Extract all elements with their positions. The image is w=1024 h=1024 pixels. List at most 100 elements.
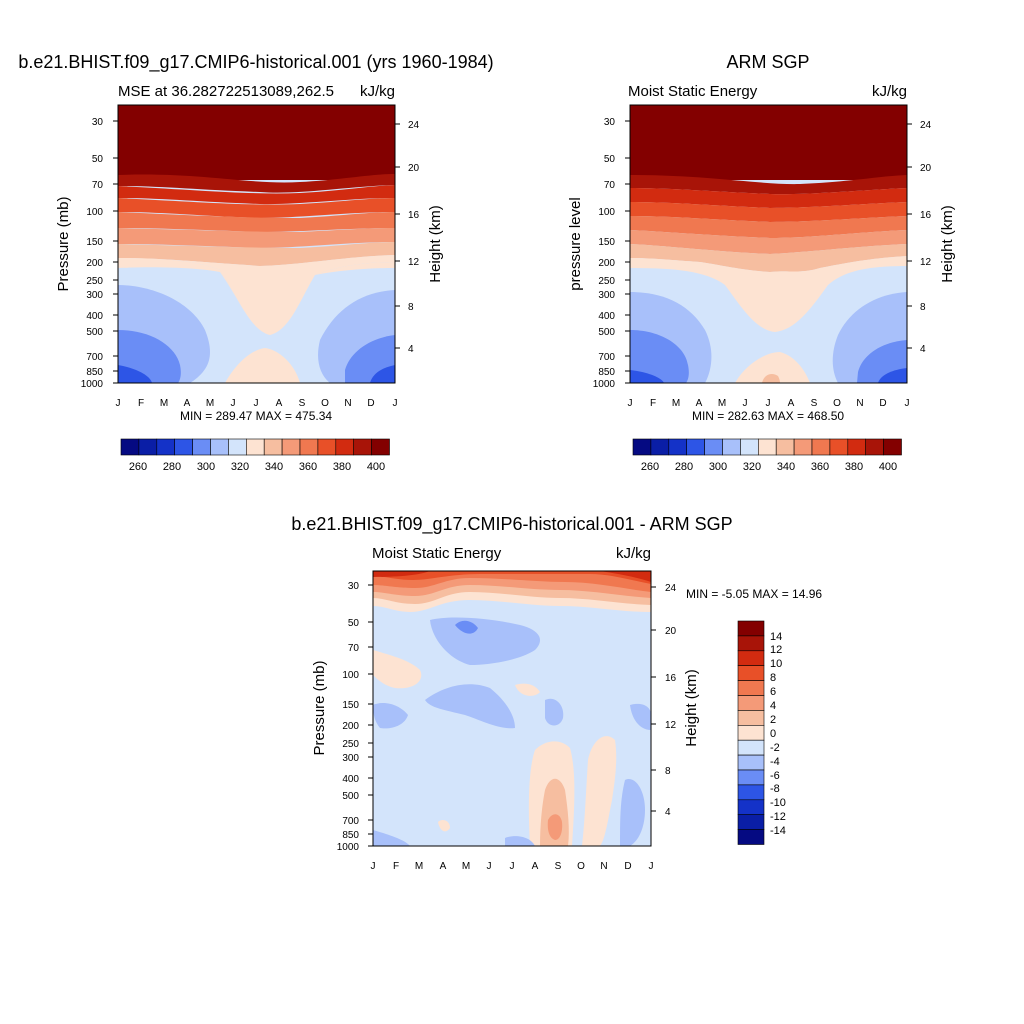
svg-text:100: 100 — [86, 207, 103, 218]
svg-text:340: 340 — [777, 461, 795, 473]
svg-text:4: 4 — [665, 807, 671, 818]
svg-text:D: D — [879, 398, 886, 409]
colorbar-swatch — [228, 438, 247, 456]
svg-text:8: 8 — [920, 302, 926, 313]
svg-text:S: S — [555, 861, 562, 872]
svg-text:O: O — [577, 861, 585, 872]
svg-text:O: O — [833, 398, 841, 409]
colorbar-swatch — [737, 650, 765, 666]
plot-frame — [372, 570, 652, 847]
panel-model: b.e21.BHIST.f09_g17.CMIP6-historical.001… — [18, 52, 493, 473]
colorbar-swatch — [120, 438, 140, 456]
svg-text:2: 2 — [770, 714, 776, 726]
svg-text:850: 850 — [598, 367, 615, 378]
right-string: kJ/kg — [360, 83, 395, 100]
colorbar-swatch — [686, 438, 705, 456]
svg-text:150: 150 — [598, 237, 615, 248]
svg-text:F: F — [650, 398, 656, 409]
svg-text:280: 280 — [675, 461, 693, 473]
svg-text:F: F — [138, 398, 144, 409]
svg-text:700: 700 — [598, 352, 615, 363]
svg-text:300: 300 — [86, 290, 103, 301]
svg-text:J: J — [905, 398, 910, 409]
colorbar-swatch — [793, 438, 813, 456]
svg-text:70: 70 — [92, 180, 104, 191]
svg-text:20: 20 — [920, 163, 932, 174]
colorbar-swatch — [317, 438, 337, 456]
svg-text:N: N — [856, 398, 863, 409]
svg-text:M: M — [206, 398, 214, 409]
svg-text:280: 280 — [163, 461, 181, 473]
svg-text:30: 30 — [604, 117, 616, 128]
y-axis-left: 30 50 70 100 150 200 250 300 400 500 700… — [311, 581, 373, 853]
svg-text:-8: -8 — [770, 783, 780, 795]
colorbar-swatch — [737, 814, 765, 830]
colorbar-swatch — [757, 438, 777, 456]
svg-text:1000: 1000 — [593, 379, 616, 390]
svg-text:A: A — [532, 861, 539, 872]
svg-text:4: 4 — [408, 344, 414, 355]
colorbar-swatch — [811, 438, 831, 456]
svg-text:50: 50 — [604, 154, 616, 165]
svg-text:400: 400 — [86, 311, 103, 322]
x-axis: J F M A M J J A S O N D J — [371, 861, 654, 872]
y-axis-right-title: Height (km) — [683, 669, 700, 747]
colorbar-swatch — [737, 635, 765, 652]
colorbar-swatch — [865, 438, 884, 456]
svg-text:1000: 1000 — [81, 379, 104, 390]
y-axis-right: 24 20 16 12 8 4 Height (km) — [395, 120, 444, 355]
right-string: kJ/kg — [616, 545, 651, 562]
svg-text:F: F — [393, 861, 399, 872]
svg-text:16: 16 — [408, 210, 420, 221]
svg-text:M: M — [672, 398, 680, 409]
y-axis-right: 24 20 16 12 8 4 Height (km) — [907, 120, 956, 355]
plot-frame — [629, 104, 908, 384]
svg-text:12: 12 — [408, 257, 420, 268]
colorbar-swatch — [353, 438, 372, 456]
svg-text:J: J — [254, 398, 259, 409]
colorbar-labels: 14 12 10 8 6 4 2 0 -2 -4 -6 -8 -10 -12 -… — [770, 631, 786, 837]
y-axis-title: Pressure (mb) — [55, 196, 72, 291]
svg-text:300: 300 — [197, 461, 215, 473]
svg-text:150: 150 — [86, 237, 103, 248]
panel-title: b.e21.BHIST.f09_g17.CMIP6-historical.001… — [18, 52, 493, 73]
y-axis-title: pressure level — [567, 197, 584, 290]
svg-text:70: 70 — [348, 643, 360, 654]
colorbar-swatch — [737, 784, 765, 801]
y-axis-right-title: Height (km) — [939, 205, 956, 283]
panel-observations: ARM SGP Moist Static Energy kJ/kg — [567, 52, 956, 473]
svg-text:380: 380 — [845, 461, 863, 473]
svg-text:M: M — [462, 861, 470, 872]
svg-text:N: N — [600, 861, 607, 872]
colorbar-labels: 260 280 300 320 340 360 380 400 — [641, 461, 897, 473]
svg-text:360: 360 — [299, 461, 317, 473]
svg-text:4: 4 — [770, 700, 776, 712]
svg-text:M: M — [160, 398, 168, 409]
colorbar-swatch — [668, 438, 687, 456]
colorbar — [632, 438, 902, 456]
svg-text:320: 320 — [743, 461, 761, 473]
svg-text:150: 150 — [342, 700, 359, 711]
svg-text:10: 10 — [770, 658, 782, 670]
svg-text:J: J — [628, 398, 633, 409]
colorbar-swatch — [737, 665, 765, 681]
svg-text:300: 300 — [709, 461, 727, 473]
svg-text:70: 70 — [604, 180, 616, 191]
svg-text:250: 250 — [342, 739, 359, 750]
panel-title: b.e21.BHIST.f09_g17.CMIP6-historical.001… — [291, 514, 732, 535]
svg-text:D: D — [624, 861, 631, 872]
svg-text:24: 24 — [408, 120, 420, 131]
svg-text:8: 8 — [770, 672, 776, 684]
colorbar-swatch — [737, 799, 765, 815]
svg-text:400: 400 — [342, 774, 359, 785]
colorbar-swatch — [775, 438, 795, 456]
svg-text:M: M — [718, 398, 726, 409]
stats-label: MIN = -5.05 MAX = 14.96 — [686, 587, 822, 601]
svg-text:12: 12 — [665, 720, 677, 731]
svg-text:500: 500 — [342, 791, 359, 802]
svg-text:100: 100 — [598, 207, 615, 218]
svg-text:850: 850 — [86, 367, 103, 378]
svg-text:24: 24 — [920, 120, 932, 131]
panel-title: ARM SGP — [726, 52, 809, 72]
y-axis-title: Pressure (mb) — [311, 660, 328, 755]
